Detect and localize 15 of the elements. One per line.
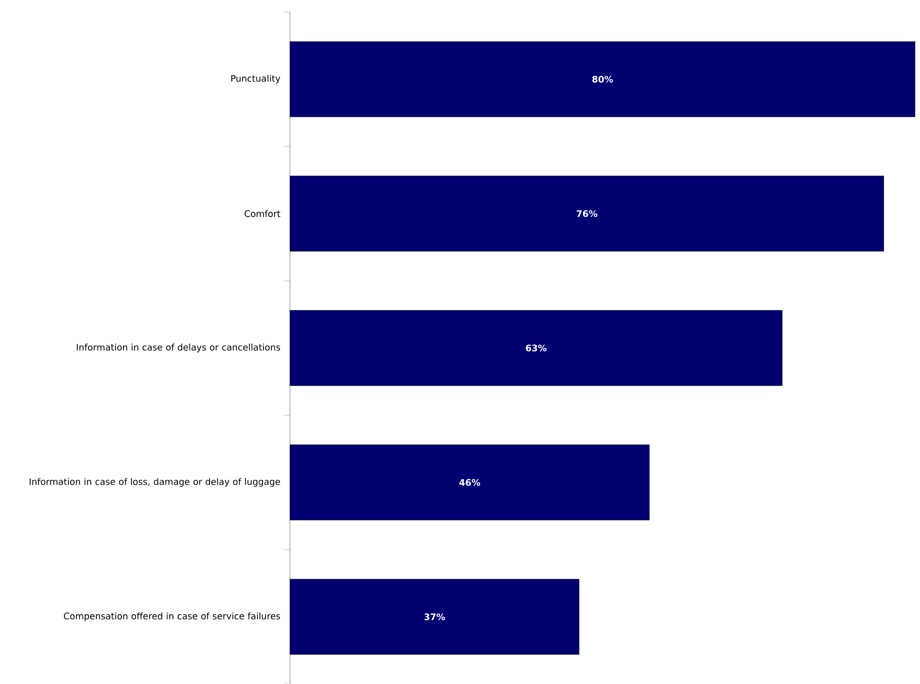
bar (290, 176, 884, 252)
y-tick-label: Punctuality (231, 74, 280, 84)
data-label: 63% (526, 344, 547, 352)
bar (290, 310, 782, 386)
y-tick-label: Compensation offered in case of service failures (64, 612, 280, 622)
data-label: 80% (592, 76, 613, 83)
data-label: 37% (424, 613, 445, 620)
y-tick-label: Information in case of delays or cancellations (76, 344, 280, 352)
y-tick-label: Comfort (244, 210, 280, 218)
data-label: 46% (459, 479, 480, 486)
y-tick-label: Information in case of loss, damage or delay of luggage (30, 478, 280, 487)
bar (290, 41, 916, 118)
bar (290, 578, 580, 655)
bar (290, 444, 650, 520)
data-label: 76% (576, 210, 598, 217)
